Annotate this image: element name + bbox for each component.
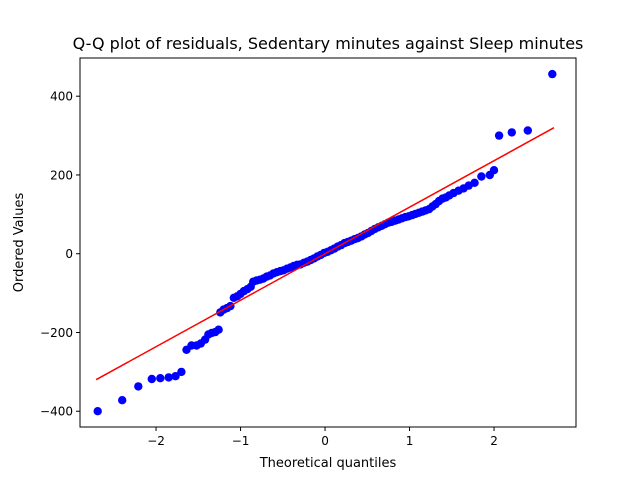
x-axis-ticks: −2 −1 0 1 2: [147, 427, 498, 448]
x-tick-label: 1: [406, 434, 414, 448]
axes-frame: [79, 57, 577, 428]
data-point: [156, 374, 165, 383]
data-point: [523, 126, 532, 135]
data-point: [489, 166, 499, 175]
y-axis-ticks: −400 −200 0 200 400: [40, 90, 80, 419]
reference-fit-line: [95, 127, 555, 381]
data-point: [118, 396, 127, 405]
y-axis-label: Ordered Values: [12, 193, 27, 293]
x-tick-label: −2: [147, 434, 165, 448]
plot-area: [93, 69, 557, 416]
y-tick-label: −400: [40, 405, 73, 419]
data-point: [171, 372, 180, 381]
data-point: [470, 178, 479, 187]
data-point: [93, 407, 102, 416]
data-point: [134, 382, 143, 391]
data-point: [177, 367, 186, 377]
data-point: [494, 131, 504, 140]
chart-title: Q-Q plot of residuals, Sedentary minutes…: [73, 34, 584, 53]
x-tick-label: 0: [321, 434, 329, 448]
data-point: [548, 69, 557, 79]
data-point: [507, 128, 516, 137]
data-point: [147, 374, 156, 384]
data-point: [214, 325, 223, 334]
x-tick-label: −1: [232, 434, 250, 448]
x-tick-label: 2: [490, 434, 498, 448]
data-point: [477, 172, 486, 181]
y-tick-label: 200: [50, 168, 73, 182]
y-tick-label: 0: [65, 247, 73, 261]
y-tick-label: −200: [40, 326, 73, 340]
y-tick-label: 400: [50, 90, 73, 104]
x-axis-label: Theoretical quantiles: [259, 456, 397, 471]
data-point: [164, 373, 173, 382]
